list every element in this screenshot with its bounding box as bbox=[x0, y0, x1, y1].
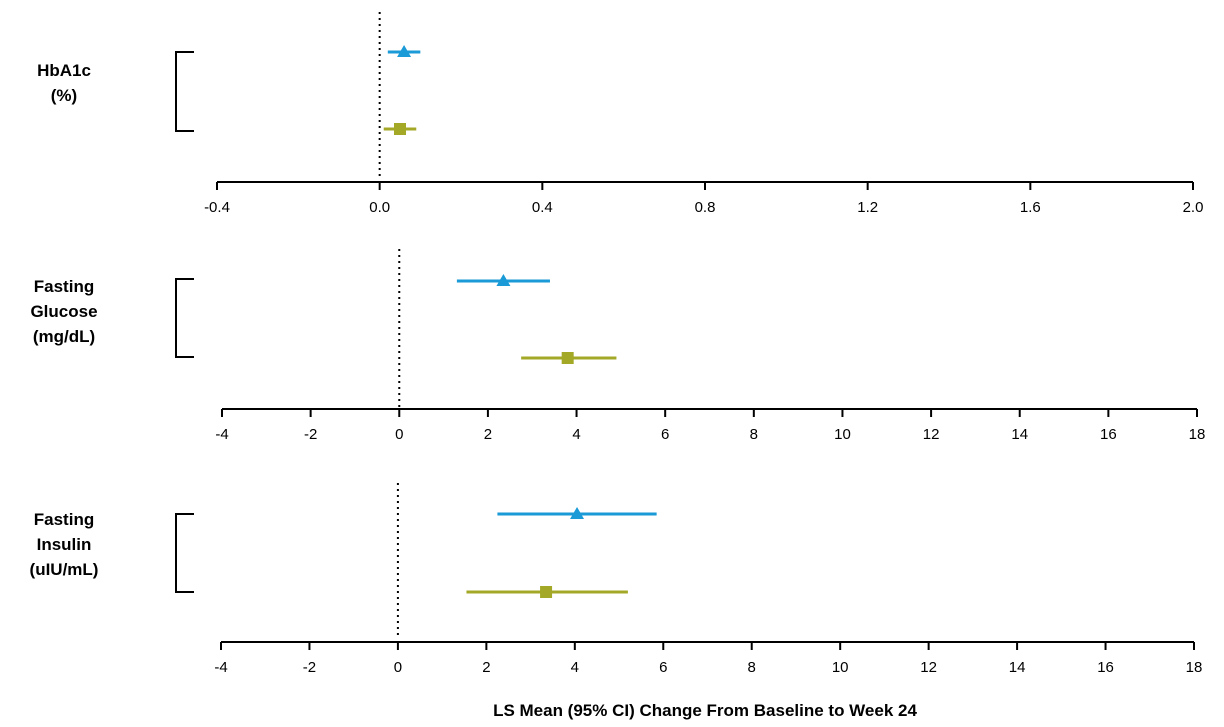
x-tick-label: 14 bbox=[1009, 659, 1026, 676]
x-tick-label: 4 bbox=[571, 659, 579, 676]
row-label: Fasting Insulin (uIU/mL) bbox=[30, 510, 99, 579]
row-group-bracket bbox=[175, 513, 194, 593]
row-label-line: (uIU/mL) bbox=[30, 560, 99, 579]
x-tick-label: 16 bbox=[1097, 659, 1114, 676]
panel-2: -4 -2 0 2 4 6 8 10 12 14 16 18 Fasting Glucose (mg/dL) bbox=[30, 249, 1205, 443]
row-label: Fasting Glucose (mg/dL) bbox=[30, 277, 97, 346]
row-label-line: Fasting bbox=[34, 510, 94, 529]
triangle-marker-icon bbox=[570, 507, 585, 519]
triangle-marker-icon bbox=[397, 45, 412, 57]
x-tick-label: 0 bbox=[394, 659, 402, 676]
x-tick-label: 0 bbox=[395, 426, 403, 443]
x-tick-label: 6 bbox=[661, 426, 669, 443]
x-tick-label: 18 bbox=[1189, 426, 1206, 443]
x-tick-label: 1.2 bbox=[857, 199, 878, 216]
x-axis-title: LS Mean (95% CI) Change From Baseline to… bbox=[493, 701, 917, 720]
row-label-line: Insulin bbox=[37, 535, 92, 554]
row-label-line: Fasting bbox=[34, 277, 94, 296]
x-tick-label: 10 bbox=[832, 659, 849, 676]
x-tick-label: 6 bbox=[659, 659, 667, 676]
row-label: HbA1c (%) bbox=[37, 61, 91, 105]
row-group-bracket bbox=[175, 278, 194, 358]
x-tick-label: -4 bbox=[214, 659, 227, 676]
x-tick-label: 2 bbox=[484, 426, 492, 443]
x-tick-label: -2 bbox=[303, 659, 316, 676]
row-label-line: (mg/dL) bbox=[33, 327, 95, 346]
x-tick-label: 0.8 bbox=[695, 199, 716, 216]
x-tick-label: 12 bbox=[923, 426, 940, 443]
row-group-bracket bbox=[175, 51, 194, 132]
x-tick-label: 8 bbox=[750, 426, 758, 443]
square-marker-icon bbox=[540, 586, 553, 598]
triangle-marker-icon bbox=[496, 274, 511, 286]
x-tick-label: 14 bbox=[1011, 426, 1028, 443]
row-label-line: Glucose bbox=[30, 302, 97, 321]
x-tick-label: 8 bbox=[748, 659, 756, 676]
x-tick-label: 12 bbox=[920, 659, 937, 676]
row-label-line: (%) bbox=[51, 86, 77, 105]
x-tick-label: -4 bbox=[215, 426, 228, 443]
square-marker-icon bbox=[561, 352, 574, 364]
x-tick-label: 0.4 bbox=[532, 199, 553, 216]
panel-1: -0.4 0.0 0.4 0.8 1.2 1.6 2.0 HbA1c (%) bbox=[37, 12, 1203, 216]
x-tick-label: 16 bbox=[1100, 426, 1117, 443]
x-tick-label: 0.0 bbox=[369, 199, 390, 216]
x-tick-label: 1.6 bbox=[1020, 199, 1041, 216]
x-tick-label: -0.4 bbox=[204, 199, 230, 216]
x-tick-label: 2.0 bbox=[1183, 199, 1204, 216]
x-tick-label: 4 bbox=[572, 426, 580, 443]
x-tick-label: 18 bbox=[1186, 659, 1203, 676]
x-tick-label: -2 bbox=[304, 426, 317, 443]
x-tick-label: 10 bbox=[834, 426, 851, 443]
square-marker-icon bbox=[394, 123, 406, 135]
row-label-line: HbA1c bbox=[37, 61, 91, 80]
x-tick-label: 2 bbox=[482, 659, 490, 676]
panel-3: -4 -2 0 2 4 6 8 10 12 14 16 18 Fasting Insulin (uIU/mL… bbox=[30, 483, 1203, 676]
